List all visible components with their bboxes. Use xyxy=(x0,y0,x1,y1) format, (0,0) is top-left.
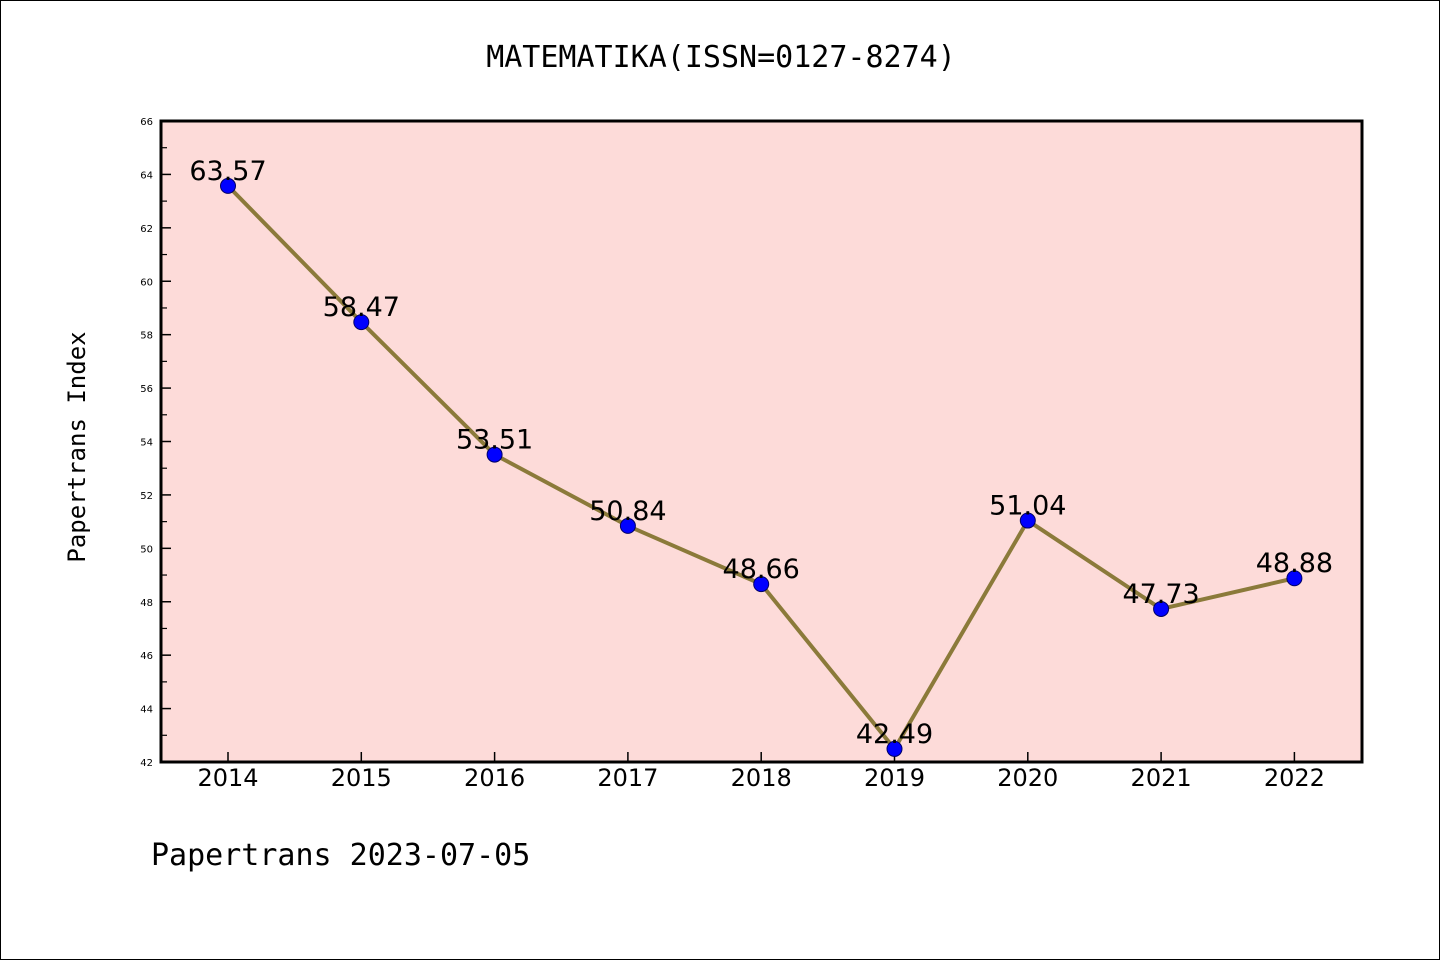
data-point xyxy=(353,314,370,331)
y-axis-label: Papertrans Index xyxy=(63,331,91,562)
data-point xyxy=(619,517,636,534)
x-tick-label: 2017 xyxy=(597,764,658,792)
y-tick-label: 50 xyxy=(140,544,153,555)
y-axis-ticks: 42 44 46 48 50 52 54 56 58 60 62 64 66 xyxy=(140,117,171,769)
footer-date-stamp: Papertrans 2023-07-05 xyxy=(151,838,530,873)
data-point xyxy=(753,576,770,593)
data-label: 47.73 xyxy=(1122,579,1199,610)
y-tick-label: 44 xyxy=(140,705,153,716)
y-tick-label: 66 xyxy=(140,117,153,128)
x-tick-label: 2018 xyxy=(731,764,792,792)
data-label: 53.51 xyxy=(456,425,533,456)
data-point xyxy=(486,446,503,463)
chart-title: MATEMATIKA(ISSN=0127-8274) xyxy=(486,40,956,75)
data-points xyxy=(220,177,1303,757)
y-tick-label: 58 xyxy=(140,331,153,342)
x-tick-label: 2015 xyxy=(331,764,392,792)
data-label: 48.88 xyxy=(1256,548,1333,579)
data-point xyxy=(220,177,236,194)
data-label: 63.57 xyxy=(189,156,266,187)
plot-area xyxy=(161,121,1362,762)
x-tick-label: 2014 xyxy=(197,764,258,792)
data-label: 50.84 xyxy=(589,496,666,527)
y-tick-label: 60 xyxy=(140,277,153,288)
x-axis-ticks: 2014 2015 2016 2017 2018 2019 2020 2021 2022 xyxy=(197,752,1325,792)
x-tick-label: 2022 xyxy=(1264,764,1325,792)
y-tick-label: 46 xyxy=(140,651,153,662)
x-tick-label: 2021 xyxy=(1131,764,1192,792)
data-labels: 63.57 58.47 53.51 50.84 48.66 42.49 51.04 47.73… xyxy=(189,156,1333,750)
data-point xyxy=(1153,600,1170,617)
y-tick-label: 42 xyxy=(140,758,153,769)
x-tick-label: 2019 xyxy=(864,764,925,792)
data-label: 51.04 xyxy=(989,491,1066,522)
y-tick-label: 62 xyxy=(140,224,153,235)
y-tick-label: 54 xyxy=(140,438,153,449)
data-point xyxy=(1286,570,1303,587)
x-tick-label: 2020 xyxy=(997,764,1058,792)
data-label: 42.49 xyxy=(856,719,933,750)
plot-border xyxy=(159,119,1364,764)
data-point xyxy=(886,740,903,757)
data-label: 48.66 xyxy=(723,554,800,585)
y-tick-label: 56 xyxy=(140,384,153,395)
data-point xyxy=(1019,512,1036,529)
y-tick-label: 48 xyxy=(140,598,153,609)
data-label: 58.47 xyxy=(323,292,400,323)
x-tick-label: 2016 xyxy=(464,764,525,792)
y-tick-label: 64 xyxy=(140,170,153,181)
y-tick-label: 52 xyxy=(140,491,153,502)
